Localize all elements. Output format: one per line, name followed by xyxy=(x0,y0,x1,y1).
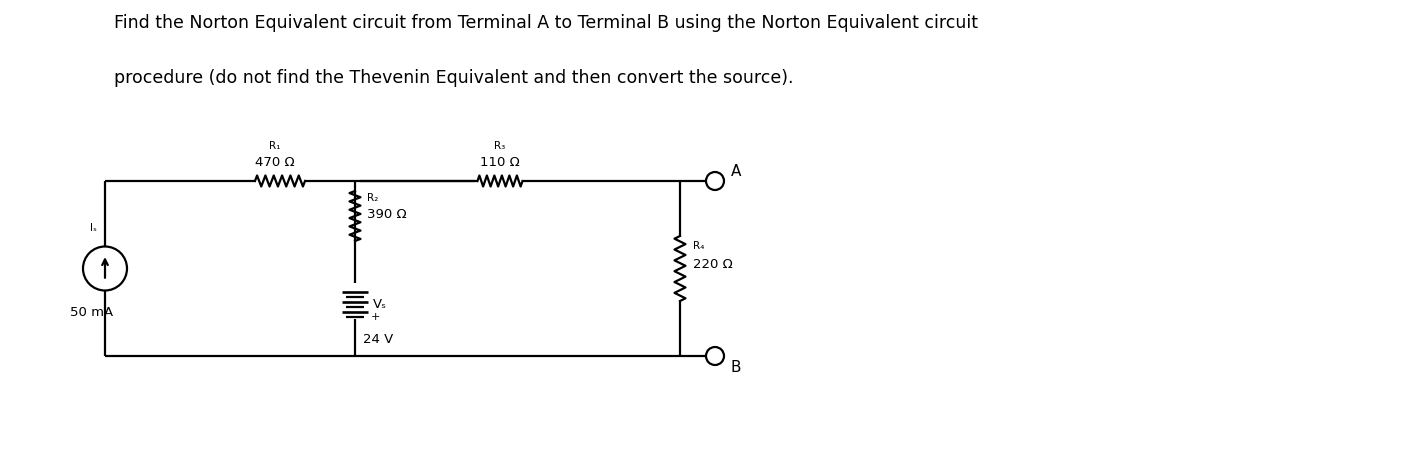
Text: R₁: R₁ xyxy=(269,141,280,151)
Text: 220 Ω: 220 Ω xyxy=(693,258,733,271)
Text: Find the Norton Equivalent circuit from Terminal A to Terminal B using the Norto: Find the Norton Equivalent circuit from … xyxy=(114,14,978,32)
Text: 110 Ω: 110 Ω xyxy=(480,156,519,169)
Circle shape xyxy=(706,172,724,190)
Text: 50 mA: 50 mA xyxy=(70,306,112,319)
Text: Vₛ: Vₛ xyxy=(373,298,387,311)
Text: A: A xyxy=(731,163,741,178)
Text: 24 V: 24 V xyxy=(363,333,393,346)
Text: procedure (do not find the Thevenin Equivalent and then convert the source).: procedure (do not find the Thevenin Equi… xyxy=(114,69,794,87)
Text: 470 Ω: 470 Ω xyxy=(255,156,295,169)
Text: R₂: R₂ xyxy=(367,193,379,203)
Text: Iₛ: Iₛ xyxy=(90,224,97,234)
Text: B: B xyxy=(731,360,741,376)
Text: +: + xyxy=(371,313,380,323)
Text: 390 Ω: 390 Ω xyxy=(367,208,407,220)
Circle shape xyxy=(706,347,724,365)
Text: R₄: R₄ xyxy=(693,241,704,251)
Text: R₃: R₃ xyxy=(494,141,505,151)
